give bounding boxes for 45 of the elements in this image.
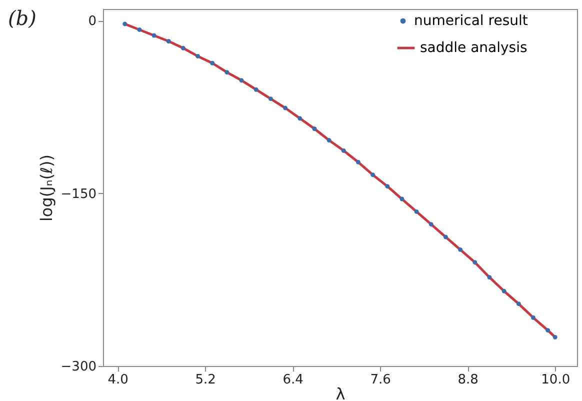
- point: [444, 234, 448, 240]
- point: [283, 106, 288, 110]
- chart-title: (b): [8, 6, 36, 30]
- point: [370, 172, 376, 178]
- y-axis-title: log(Jₙ(ℓ)): [36, 154, 56, 222]
- y-tick-label: −150: [60, 186, 96, 202]
- legend-label: saddle analysis: [420, 40, 528, 56]
- point: [326, 138, 332, 143]
- y-tick-label: 0: [88, 14, 96, 30]
- point: [400, 196, 404, 202]
- point: [254, 87, 258, 92]
- point: [312, 126, 317, 131]
- point: [546, 328, 550, 333]
- legend-label: numerical result: [414, 13, 528, 29]
- point: [458, 247, 463, 252]
- point: [210, 60, 215, 66]
- x-tick-label: 4.0: [108, 372, 128, 388]
- x-tick-label: 8.8: [458, 372, 478, 388]
- point: [552, 334, 558, 340]
- point: [152, 33, 156, 38]
- x-tick-label: 6.4: [282, 372, 304, 388]
- x-axis-title: λ: [336, 384, 346, 401]
- point: [516, 302, 521, 306]
- point: [122, 22, 128, 26]
- point: [298, 116, 302, 121]
- point: [385, 184, 390, 189]
- point: [472, 260, 478, 265]
- point: [487, 275, 492, 280]
- point: [224, 70, 230, 75]
- point: [502, 288, 506, 294]
- point: [428, 222, 434, 227]
- point: [239, 78, 244, 83]
- x-tick-label: 5.2: [195, 372, 216, 388]
- point: [341, 148, 346, 153]
- x-tick-label: 10.0: [541, 372, 570, 388]
- point: [180, 46, 186, 50]
- point: [166, 39, 171, 44]
- point: [268, 96, 273, 102]
- point: [414, 209, 419, 214]
- y-tick-label: −300: [60, 360, 96, 374]
- point: [531, 315, 536, 320]
- point: [137, 27, 142, 32]
- point: [196, 54, 200, 58]
- x-tick-label: 7.6: [370, 372, 391, 388]
- point: [356, 160, 360, 164]
